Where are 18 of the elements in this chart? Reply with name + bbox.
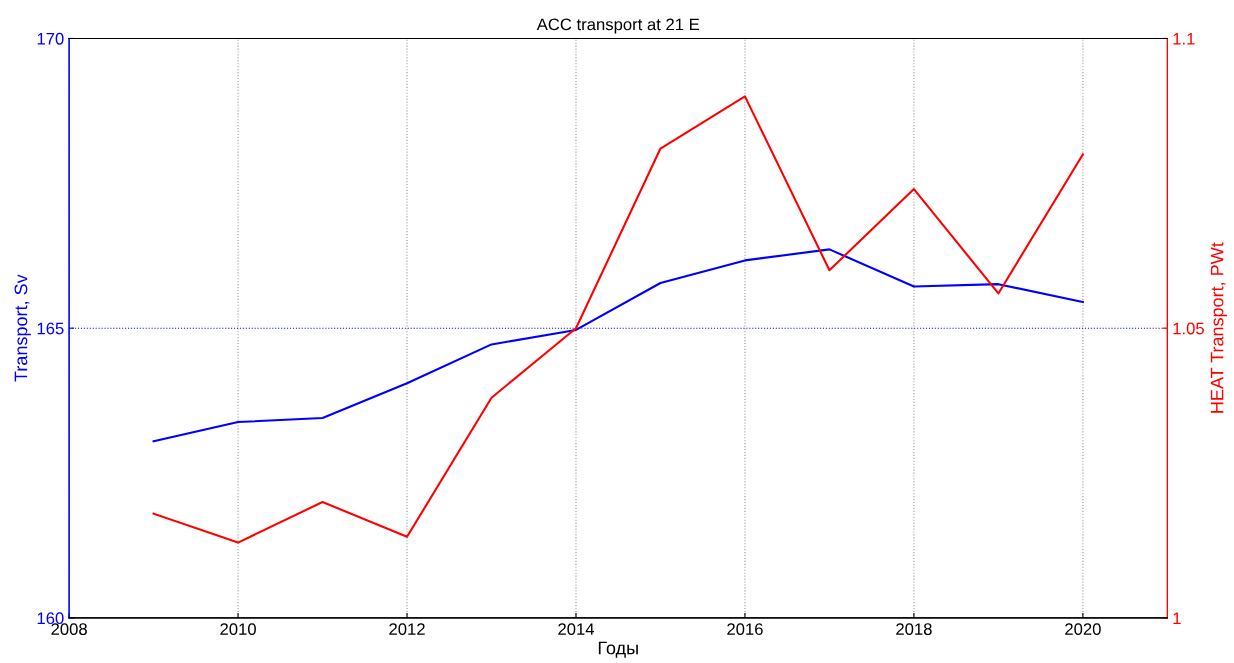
chart-title: ACC transport at 21 E: [536, 18, 700, 34]
x-tick-label: 2016: [727, 623, 763, 636]
x-tick-label: 2012: [389, 623, 425, 636]
x-tick-label: 2014: [558, 623, 595, 636]
line-series: [152, 95, 1084, 544]
y2-tick-label: 1.1: [1173, 33, 1195, 45]
y2-axis-title: HEAT Transport, PWt: [1210, 242, 1228, 413]
y-tick-label: 160: [37, 612, 64, 625]
y-axis-title: Transport, Sv: [14, 274, 31, 382]
y-tick-label: 170: [37, 32, 64, 45]
x-tick-label: 2010: [220, 623, 256, 636]
y2-tick-label: 1.05: [1173, 322, 1204, 335]
y-tick-label: 165: [37, 322, 64, 335]
y2-tick-label: 1: [1173, 612, 1181, 624]
x-tick-label: 2008: [51, 623, 87, 636]
x-tick-label: 2020: [1065, 623, 1101, 636]
x-axis-title: Годы: [598, 641, 638, 658]
x-tick-label: 2018: [896, 623, 932, 636]
